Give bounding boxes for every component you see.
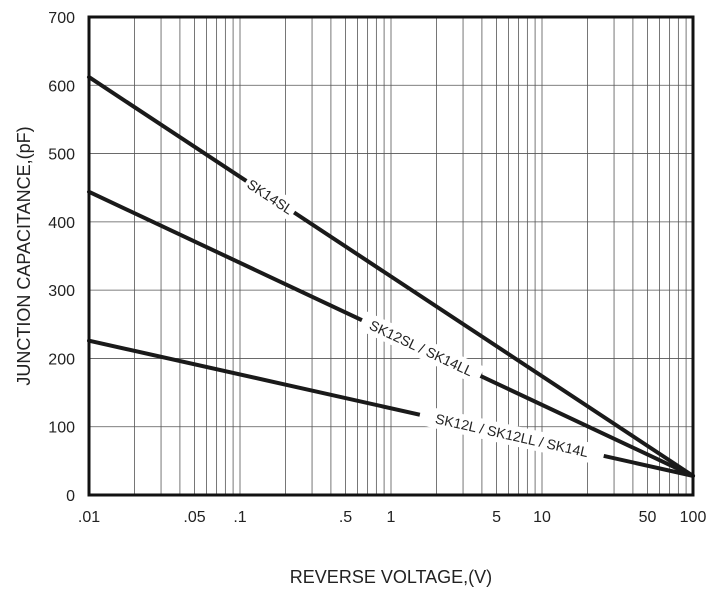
y-tick-labels: 0 100 200 300 400 500 600 700 <box>48 10 75 505</box>
y-tick-label: 700 <box>48 10 75 27</box>
series-label: SK14SL <box>244 176 296 218</box>
x-tick-label: .05 <box>183 509 205 526</box>
y-tick-label: 200 <box>48 351 75 368</box>
x-tick-label: .01 <box>78 509 100 526</box>
y-tick-label: 500 <box>48 147 75 164</box>
y-axis-title: JUNCTION CAPACITANCE,(pF) <box>14 126 34 385</box>
y-tick-label: 600 <box>48 78 75 95</box>
y-tick-label: 100 <box>48 420 75 437</box>
series-label: SK12SL / SK14LL <box>367 317 476 379</box>
x-tick-label: 50 <box>639 509 657 526</box>
x-tick-label: .1 <box>233 509 246 526</box>
series-label-group: SK12L / SK12LL / SK14L <box>417 404 606 466</box>
y-tick-label: 0 <box>66 488 75 505</box>
y-tick-label: 400 <box>48 215 75 232</box>
series-label-bg <box>357 311 485 385</box>
x-tick-label: 100 <box>680 509 707 526</box>
series-label-group: SK14SL <box>240 172 300 221</box>
series-label-bg <box>240 172 300 221</box>
x-tick-label: 1 <box>387 509 396 526</box>
x-tick-label: 10 <box>533 509 551 526</box>
x-tick-labels: .01 .05 .1 .5 1 5 10 50 100 <box>78 509 707 526</box>
x-axis-title: REVERSE VOLTAGE,(V) <box>290 567 492 587</box>
x-tick-label: 5 <box>492 509 501 526</box>
series-labels: SK14SL SK12SL / SK14LL SK12L / SK12LL / SK… <box>240 172 606 466</box>
grid <box>89 17 693 495</box>
series-label-bg <box>417 404 606 466</box>
y-tick-label: 300 <box>48 283 75 300</box>
x-tick-label: .5 <box>339 509 352 526</box>
plot-frame <box>87 15 695 497</box>
series-line <box>87 75 695 478</box>
